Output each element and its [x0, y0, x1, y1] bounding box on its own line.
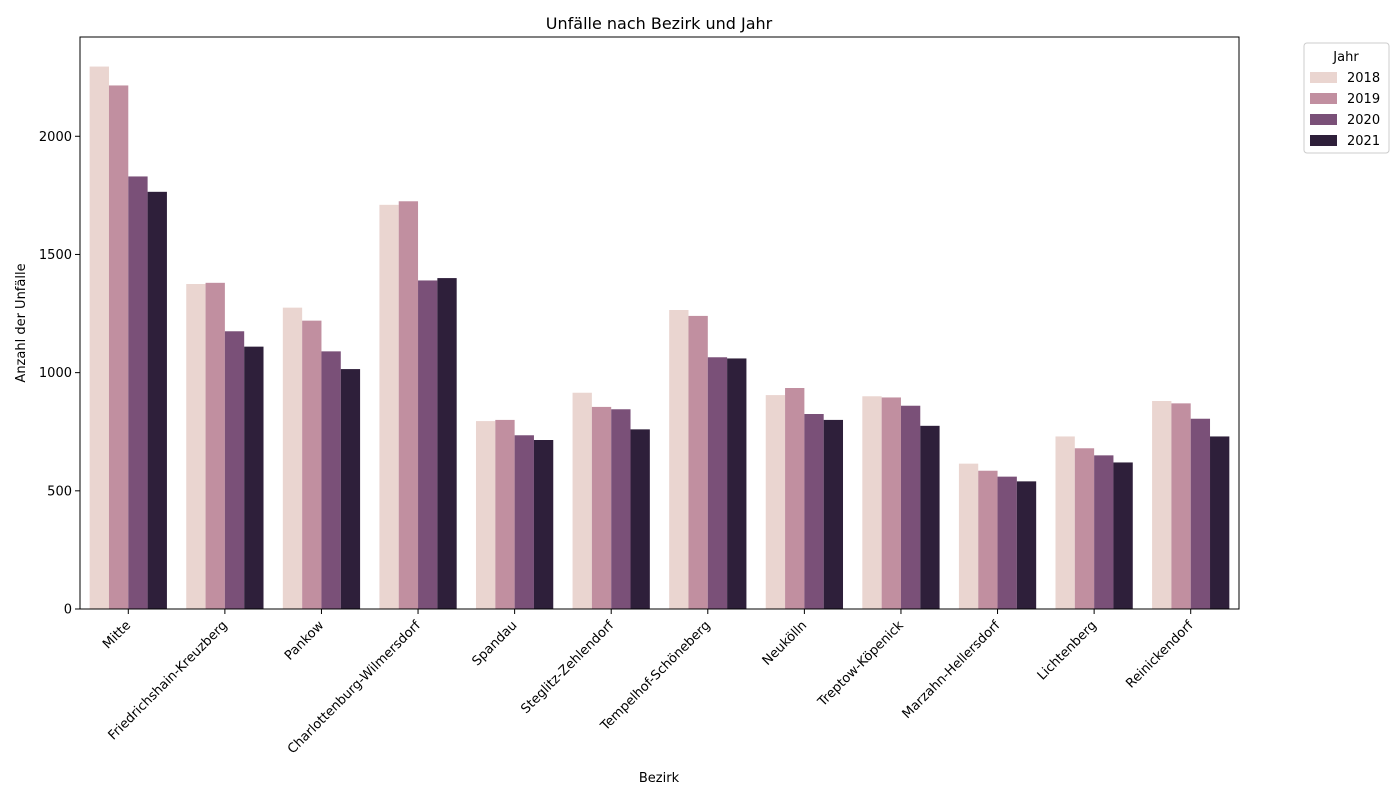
bar-2018-8 — [862, 396, 882, 609]
y-tick-label-1: 500 — [47, 484, 72, 499]
bar-2019-2 — [302, 320, 322, 609]
y-tick-label-3: 1500 — [39, 248, 72, 263]
bars-group — [89, 66, 1230, 610]
bar-2018-0 — [89, 66, 109, 610]
bar-2018-11 — [1152, 401, 1172, 609]
bar-2020-6 — [707, 357, 728, 609]
bar-2019-11 — [1171, 403, 1191, 609]
bar-2018-10 — [1055, 436, 1075, 609]
legend: Jahr 2018 2019 2020 2021 — [1303, 42, 1390, 154]
bar-2020-9 — [997, 476, 1017, 609]
bar-2018-9 — [958, 463, 979, 609]
bar-2020-10 — [1094, 455, 1114, 609]
bar-2020-0 — [128, 176, 148, 609]
bar-2021-3 — [437, 278, 457, 609]
bar-2019-10 — [1074, 448, 1095, 609]
plot-frame — [79, 36, 1240, 610]
bar-2021-10 — [1113, 462, 1133, 609]
bar-2018-3 — [379, 204, 399, 609]
bar-2018-5 — [572, 392, 592, 609]
bar-2020-1 — [224, 331, 245, 609]
bar-2020-7 — [804, 414, 824, 609]
x-tick-label-11: Reinickendorf — [1123, 618, 1196, 691]
legend-swatch-2019 — [1310, 93, 1337, 104]
bar-2019-8 — [881, 397, 901, 609]
legend-title: Jahr — [1332, 50, 1359, 65]
x-tick-label-7: Neukölln — [760, 618, 811, 669]
bar-2019-7 — [785, 388, 805, 609]
x-tick-label-9: Marzahn-Hellersdorf — [900, 618, 1004, 722]
x-tick-label-2: Pankow — [282, 618, 328, 664]
y-axis-label: Anzahl der Unfälle — [14, 263, 29, 382]
bar-2020-5 — [611, 409, 631, 609]
bar-2019-6 — [688, 315, 708, 609]
bar-2021-5 — [630, 429, 650, 609]
bar-2020-8 — [900, 405, 921, 609]
bar-2020-2 — [321, 351, 341, 609]
bar-2019-1 — [205, 282, 225, 609]
bar-2018-1 — [186, 284, 206, 609]
y-tick-label-2: 1000 — [39, 366, 72, 381]
x-tick-label-5: Steglitz-Zehlendorf — [518, 618, 617, 717]
bar-2021-7 — [823, 419, 844, 609]
bar-2020-4 — [514, 435, 534, 609]
legend-swatch-2020 — [1310, 114, 1337, 125]
bar-2021-9 — [1016, 481, 1037, 609]
bar-2019-3 — [398, 201, 419, 609]
y-tick-label-0: 0 — [64, 603, 72, 618]
bar-2021-4 — [533, 440, 554, 609]
bar-2018-4 — [475, 421, 496, 609]
bar-2021-6 — [727, 358, 747, 609]
x-tick-label-6: Tempelhof-Schöneberg — [597, 618, 713, 734]
legend-box — [1303, 42, 1390, 154]
bar-2019-4 — [495, 419, 515, 609]
bar-2021-0 — [147, 191, 167, 609]
bar-2020-11 — [1190, 418, 1211, 609]
bar-2021-1 — [244, 346, 264, 609]
bar-2019-0 — [108, 85, 129, 609]
x-tick-label-10: Lichtenberg — [1035, 618, 1100, 683]
bar-2018-2 — [282, 307, 303, 609]
y-axis: 0 500 1000 1500 2000 — [39, 130, 80, 618]
legend-label-2018: 2018 — [1347, 71, 1380, 86]
x-tick-label-8: Treptow-Köpenick — [815, 618, 907, 710]
chart-title: Unfälle nach Bezirk und Jahr — [546, 14, 773, 33]
legend-swatch-2021 — [1310, 135, 1337, 146]
bar-2021-11 — [1210, 436, 1230, 609]
bar-2021-8 — [920, 425, 940, 609]
bar-2019-5 — [591, 406, 612, 609]
x-tick-label-0: Mitte — [100, 618, 134, 652]
legend-label-2020: 2020 — [1347, 113, 1380, 128]
bar-2021-2 — [340, 369, 361, 609]
x-axis-label: Bezirk — [639, 771, 680, 786]
legend-swatch-2018 — [1310, 72, 1337, 83]
legend-label-2021: 2021 — [1347, 134, 1380, 149]
x-tick-label-4: Spandau — [469, 618, 520, 669]
bar-2018-7 — [765, 395, 786, 609]
legend-label-2019: 2019 — [1347, 92, 1380, 107]
bar-2020-3 — [418, 280, 438, 609]
y-tick-label-4: 2000 — [39, 130, 72, 145]
bar-2018-6 — [669, 310, 689, 609]
bar-2019-9 — [978, 470, 998, 609]
